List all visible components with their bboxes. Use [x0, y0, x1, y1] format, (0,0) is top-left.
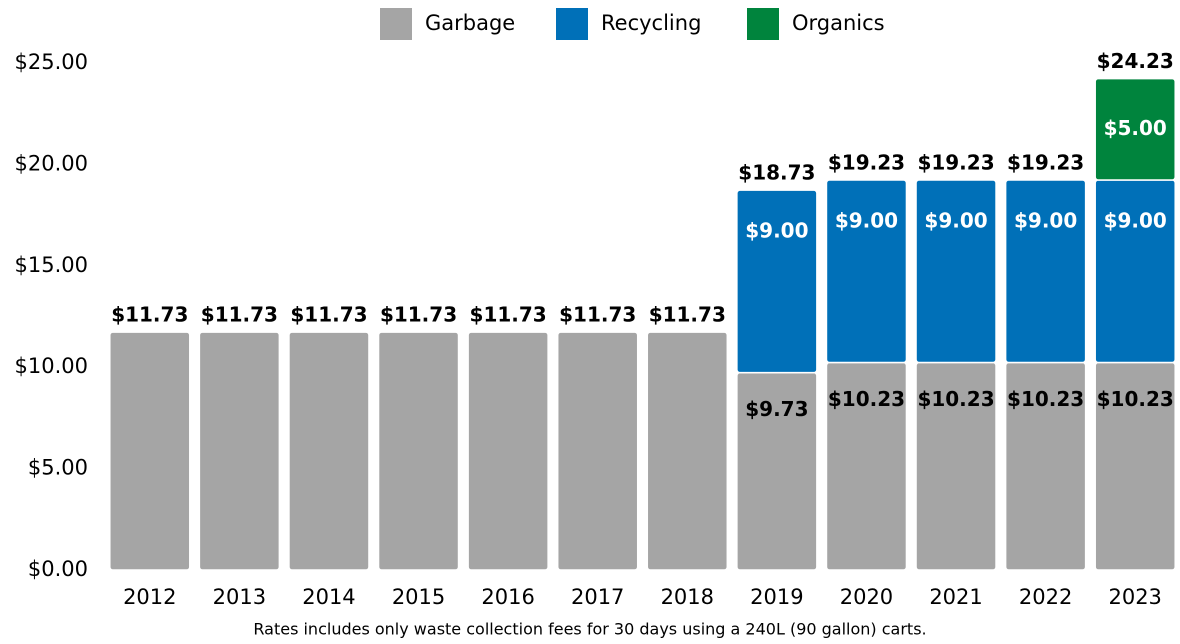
- total-label: $19.23: [1007, 151, 1084, 175]
- bar-segment: [467, 331, 549, 571]
- bar-segment: [198, 331, 281, 571]
- x-tick-label: 2018: [661, 585, 714, 609]
- legend-label: Garbage: [425, 11, 515, 35]
- value-label: $10.23: [828, 387, 905, 411]
- total-label: $24.23: [1097, 49, 1174, 73]
- value-label: $5.00: [1104, 116, 1167, 140]
- total-label: $11.73: [649, 303, 726, 327]
- note: Rates includes only waste collection fee…: [253, 620, 926, 639]
- x-tick-label: 2016: [481, 585, 534, 609]
- bar-segment: [1004, 179, 1087, 364]
- value-label: $9.00: [835, 209, 898, 233]
- value-label: $9.00: [1104, 209, 1167, 233]
- bar-segment: [1094, 179, 1176, 364]
- bar-segment: [556, 331, 639, 571]
- total-label: $19.23: [828, 151, 905, 175]
- y-tick-label: $5.00: [28, 456, 88, 480]
- bar-segment: [1094, 77, 1176, 181]
- bar-segment: [646, 331, 729, 571]
- x-tick-label: 2015: [392, 585, 445, 609]
- legend-swatch: [747, 8, 779, 40]
- x-tick-label: 2021: [929, 585, 982, 609]
- y-tick-label: $10.00: [15, 354, 88, 378]
- total-label: $18.73: [738, 161, 815, 185]
- total-label: $11.73: [470, 303, 547, 327]
- legend-swatch: [380, 8, 412, 40]
- legend-label: Organics: [792, 11, 885, 35]
- x-tick-label: 2020: [840, 585, 893, 609]
- x-tick-label: 2013: [213, 585, 266, 609]
- value-label: $9.00: [924, 209, 987, 233]
- y-tick-label: $25.00: [15, 50, 88, 74]
- y-tick-label: $0.00: [28, 557, 88, 581]
- total-label: $11.73: [290, 303, 367, 327]
- legend-swatch: [556, 8, 588, 40]
- value-label: $10.23: [917, 387, 994, 411]
- value-label: $9.73: [745, 397, 808, 421]
- bar-segment: [288, 331, 370, 571]
- x-tick-label: 2023: [1108, 585, 1161, 609]
- value-label: $9.00: [745, 219, 808, 243]
- x-tick-label: 2019: [750, 585, 803, 609]
- legend-label: Recycling: [601, 11, 701, 35]
- total-label: $19.23: [917, 151, 994, 175]
- total-label: $11.73: [111, 303, 188, 327]
- y-tick-label: $20.00: [15, 151, 88, 175]
- value-label: $10.23: [1007, 387, 1084, 411]
- bar-segment: [377, 331, 460, 571]
- bar-segment: [109, 331, 191, 571]
- x-tick-label: 2014: [302, 585, 355, 609]
- bar-segment: [915, 179, 997, 364]
- total-label: $11.73: [380, 303, 457, 327]
- x-tick-label: 2012: [123, 585, 176, 609]
- total-label: $11.73: [559, 303, 636, 327]
- y-tick-label: $15.00: [15, 253, 88, 277]
- value-label: $10.23: [1097, 387, 1174, 411]
- total-label: $11.73: [201, 303, 278, 327]
- x-tick-label: 2022: [1019, 585, 1072, 609]
- x-tick-label: 2017: [571, 585, 624, 609]
- value-label: $9.00: [1014, 209, 1077, 233]
- bar-segment: [825, 179, 908, 364]
- bar-segment: [736, 189, 818, 374]
